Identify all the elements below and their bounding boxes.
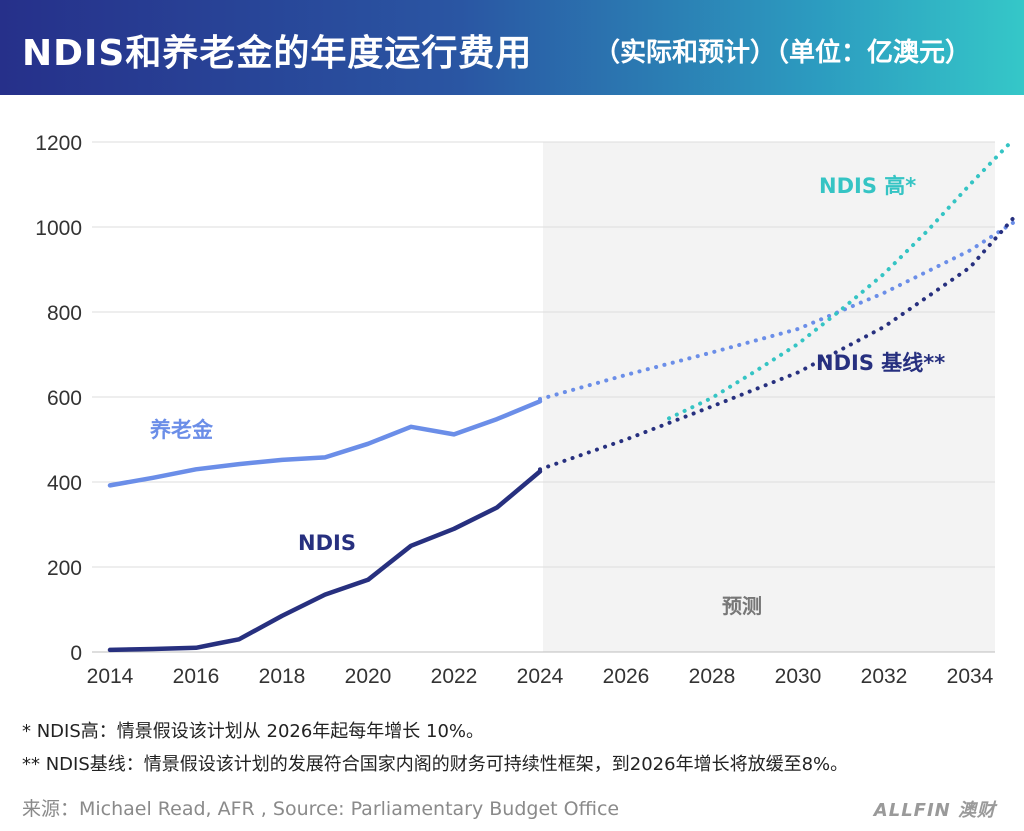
y-tick-label: 600: [47, 387, 82, 410]
x-tick-label: 2014: [87, 665, 134, 688]
series-line: [107, 469, 543, 653]
forecast-label: 预测: [722, 594, 762, 618]
x-tick-label: 2024: [517, 665, 564, 688]
y-tick-label: 400: [47, 472, 82, 495]
x-tick-label: 2020: [345, 665, 392, 688]
label-ndis-baseline: NDIS 基线**: [816, 351, 945, 375]
label-ndis: NDIS: [298, 531, 356, 555]
series-line: [107, 399, 543, 488]
x-tick-label: 2018: [259, 665, 306, 688]
x-tick-label: 2026: [603, 665, 650, 688]
x-tick-label: 2034: [947, 665, 994, 688]
x-tick-label: 2030: [775, 665, 822, 688]
label-pension: 养老金: [149, 418, 214, 442]
x-tick-label: 2028: [689, 665, 736, 688]
line-chart: 0 200 400 600 800 1000 1200 2014 2016 2018 2020 202…: [35, 132, 1015, 688]
y-tick-label: 800: [47, 302, 82, 325]
x-tick-label: 2016: [173, 665, 220, 688]
brand-logo: ALLFIN 澳财: [873, 800, 996, 821]
series-line: [538, 216, 1015, 472]
x-tick-label: 2032: [861, 665, 908, 688]
chart-title: NDIS和养老金的年度运行费用: [22, 33, 533, 74]
label-ndis-high: NDIS 高*: [819, 174, 916, 198]
series-line: [538, 220, 1015, 402]
y-tick-label: 1000: [35, 217, 82, 240]
header-banner: NDIS和养老金的年度运行费用 （实际和预计）（单位：亿澳元）: [0, 0, 1024, 95]
chart-subtitle: （实际和预计）（单位：亿澳元）: [594, 38, 972, 68]
series-line: [667, 137, 1015, 421]
x-tick-label: 2022: [431, 665, 478, 688]
y-tick-label: 200: [47, 557, 82, 580]
footnote-baseline: ** NDIS基线：情景假设该计划的发展符合国家内阁的财务可持续性框架，到202…: [22, 754, 849, 775]
footnote-high: * NDIS高：情景假设该计划从 2026年起每年增长 10%。: [22, 721, 485, 742]
y-tick-label: 1200: [35, 132, 82, 155]
source-note: 来源：Michael Read, AFR , Source: Parliamen…: [22, 798, 620, 820]
y-tick-label: 0: [70, 642, 82, 665]
